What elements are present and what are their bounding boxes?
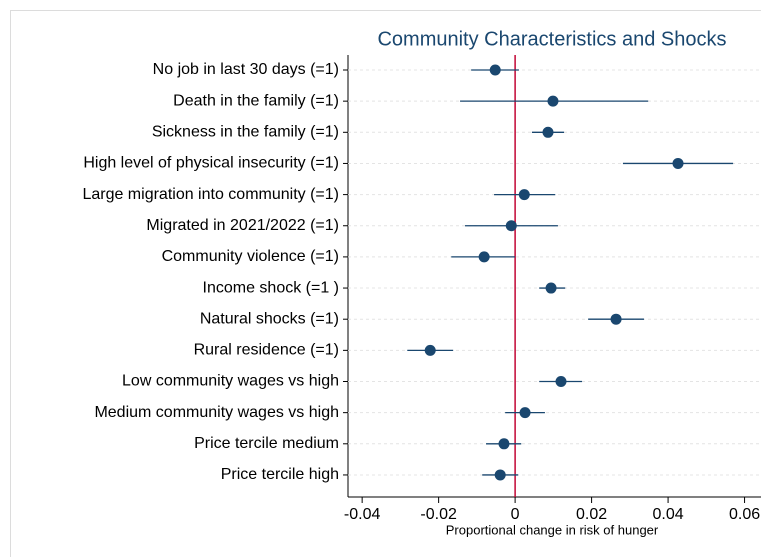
y-tick-label: Rural residence (=1) [194, 342, 339, 359]
point-estimate [489, 64, 501, 76]
y-tick-label: No job in last 30 days (=1) [153, 61, 339, 78]
y-tick-label: Low community wages vs high [122, 373, 339, 390]
y-tick-label: Community violence (=1) [162, 248, 339, 265]
point-estimate [478, 251, 490, 263]
point-estimate [555, 376, 567, 387]
point-estimate [545, 282, 557, 294]
y-tick-label: Price tercile high [221, 466, 339, 483]
x-tick-label: 0.02 [576, 506, 607, 523]
point-estimate [519, 407, 531, 419]
y-tick-label: Migrated in 2021/2022 (=1) [146, 217, 339, 234]
y-tick-label: High level of physical insecurity (=1) [83, 155, 339, 172]
point-estimate [542, 126, 554, 138]
y-tick-label: Medium community wages vs high [94, 404, 339, 421]
point-estimate [424, 344, 436, 356]
point-estimate [494, 469, 506, 481]
x-tick-label: 0.06 [729, 506, 760, 523]
point-estimate [610, 313, 622, 325]
y-tick-label: Income shock (=1 ) [203, 279, 340, 296]
y-tick-label: Sickness in the family (=1) [152, 124, 339, 141]
y-tick-label: Natural shocks (=1) [200, 310, 339, 327]
x-tick-label: -0.02 [420, 506, 457, 523]
chart-title: Community Characteristics and Shocks [377, 28, 726, 50]
x-tick-label: -0.04 [344, 506, 381, 523]
x-axis-label: Proportional change in risk of hunger [446, 522, 659, 537]
point-estimate [547, 95, 559, 107]
x-tick-label: 0 [511, 506, 520, 523]
y-tick-label: Price tercile medium [194, 435, 339, 452]
point-estimate [672, 157, 684, 169]
point-estimate [505, 220, 517, 232]
y-tick-label: Large migration into community (=1) [82, 186, 339, 203]
point-estimate [498, 438, 510, 450]
y-tick-label: Death in the family (=1) [173, 92, 339, 109]
point-estimate [518, 189, 530, 201]
x-tick-label: 0.04 [653, 506, 684, 523]
